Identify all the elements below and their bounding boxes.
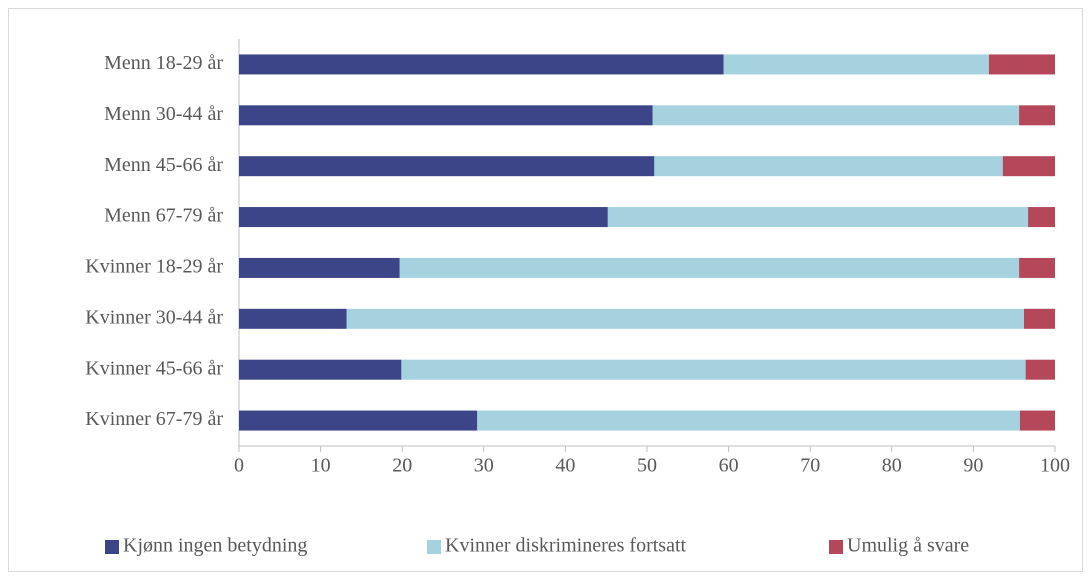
x-tick-label: 50 — [637, 455, 657, 477]
bar-segment — [239, 105, 653, 126]
bar-segment — [1019, 410, 1055, 431]
bar-segment — [239, 257, 400, 278]
bar-segment — [239, 54, 724, 75]
x-tick-label: 90 — [963, 455, 983, 477]
x-tick-label: 70 — [800, 455, 820, 477]
x-tick-label: 100 — [1040, 455, 1070, 477]
x-tick-label: 80 — [882, 455, 902, 477]
bar-segment — [1002, 156, 1055, 177]
legend-swatch — [427, 540, 441, 554]
bar-segment — [477, 410, 1020, 431]
bar-segment — [239, 156, 655, 177]
bar-segment — [239, 410, 478, 431]
bar-segment — [399, 257, 1020, 278]
legend-label: Kjønn ingen betydning — [123, 535, 307, 557]
bar-segment — [239, 207, 608, 228]
x-tick-label: 0 — [234, 455, 244, 477]
bar-segment — [239, 359, 402, 380]
bar-segment — [654, 156, 1003, 177]
legend-swatch — [105, 540, 119, 554]
y-tick-label: Menn 30-44 år — [104, 103, 223, 125]
y-tick-label: Kvinner 18-29 år — [85, 256, 223, 278]
chart-border — [8, 8, 1083, 572]
x-tick-label: 10 — [311, 455, 331, 477]
x-tick-label: 60 — [719, 455, 739, 477]
legend-swatch — [829, 540, 843, 554]
bar-segment — [401, 359, 1026, 380]
legend-label: Kvinner diskrimineres fortsatt — [445, 535, 686, 557]
bar-segment — [988, 54, 1055, 75]
bar-segment — [346, 308, 1024, 329]
x-tick-label: 40 — [555, 455, 575, 477]
x-tick-label: 30 — [474, 455, 494, 477]
y-tick-label: Menn 18-29 år — [104, 52, 223, 74]
y-tick-label: Kvinner 30-44 år — [85, 306, 223, 328]
bar-segment — [1019, 105, 1055, 126]
bar-segment — [723, 54, 989, 75]
y-tick-label: Menn 45-66 år — [104, 154, 223, 176]
y-tick-label: Kvinner 67-79 år — [85, 408, 223, 430]
bar-segment — [1019, 257, 1055, 278]
bar-segment — [607, 207, 1029, 228]
bar-segment — [239, 308, 347, 329]
bar-segment — [652, 105, 1020, 126]
x-tick-label: 20 — [392, 455, 412, 477]
bar-segment — [1023, 308, 1055, 329]
legend-label: Umulig å svare — [847, 535, 969, 557]
y-tick-label: Menn 67-79 år — [104, 205, 223, 227]
bar-segment — [1025, 359, 1055, 380]
bar-segment — [1028, 207, 1055, 228]
y-tick-label: Kvinner 45-66 år — [85, 357, 223, 379]
